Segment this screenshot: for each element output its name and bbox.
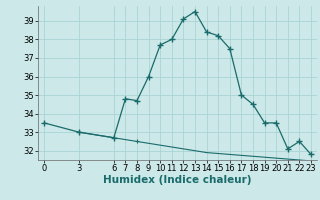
X-axis label: Humidex (Indice chaleur): Humidex (Indice chaleur) bbox=[103, 175, 252, 185]
